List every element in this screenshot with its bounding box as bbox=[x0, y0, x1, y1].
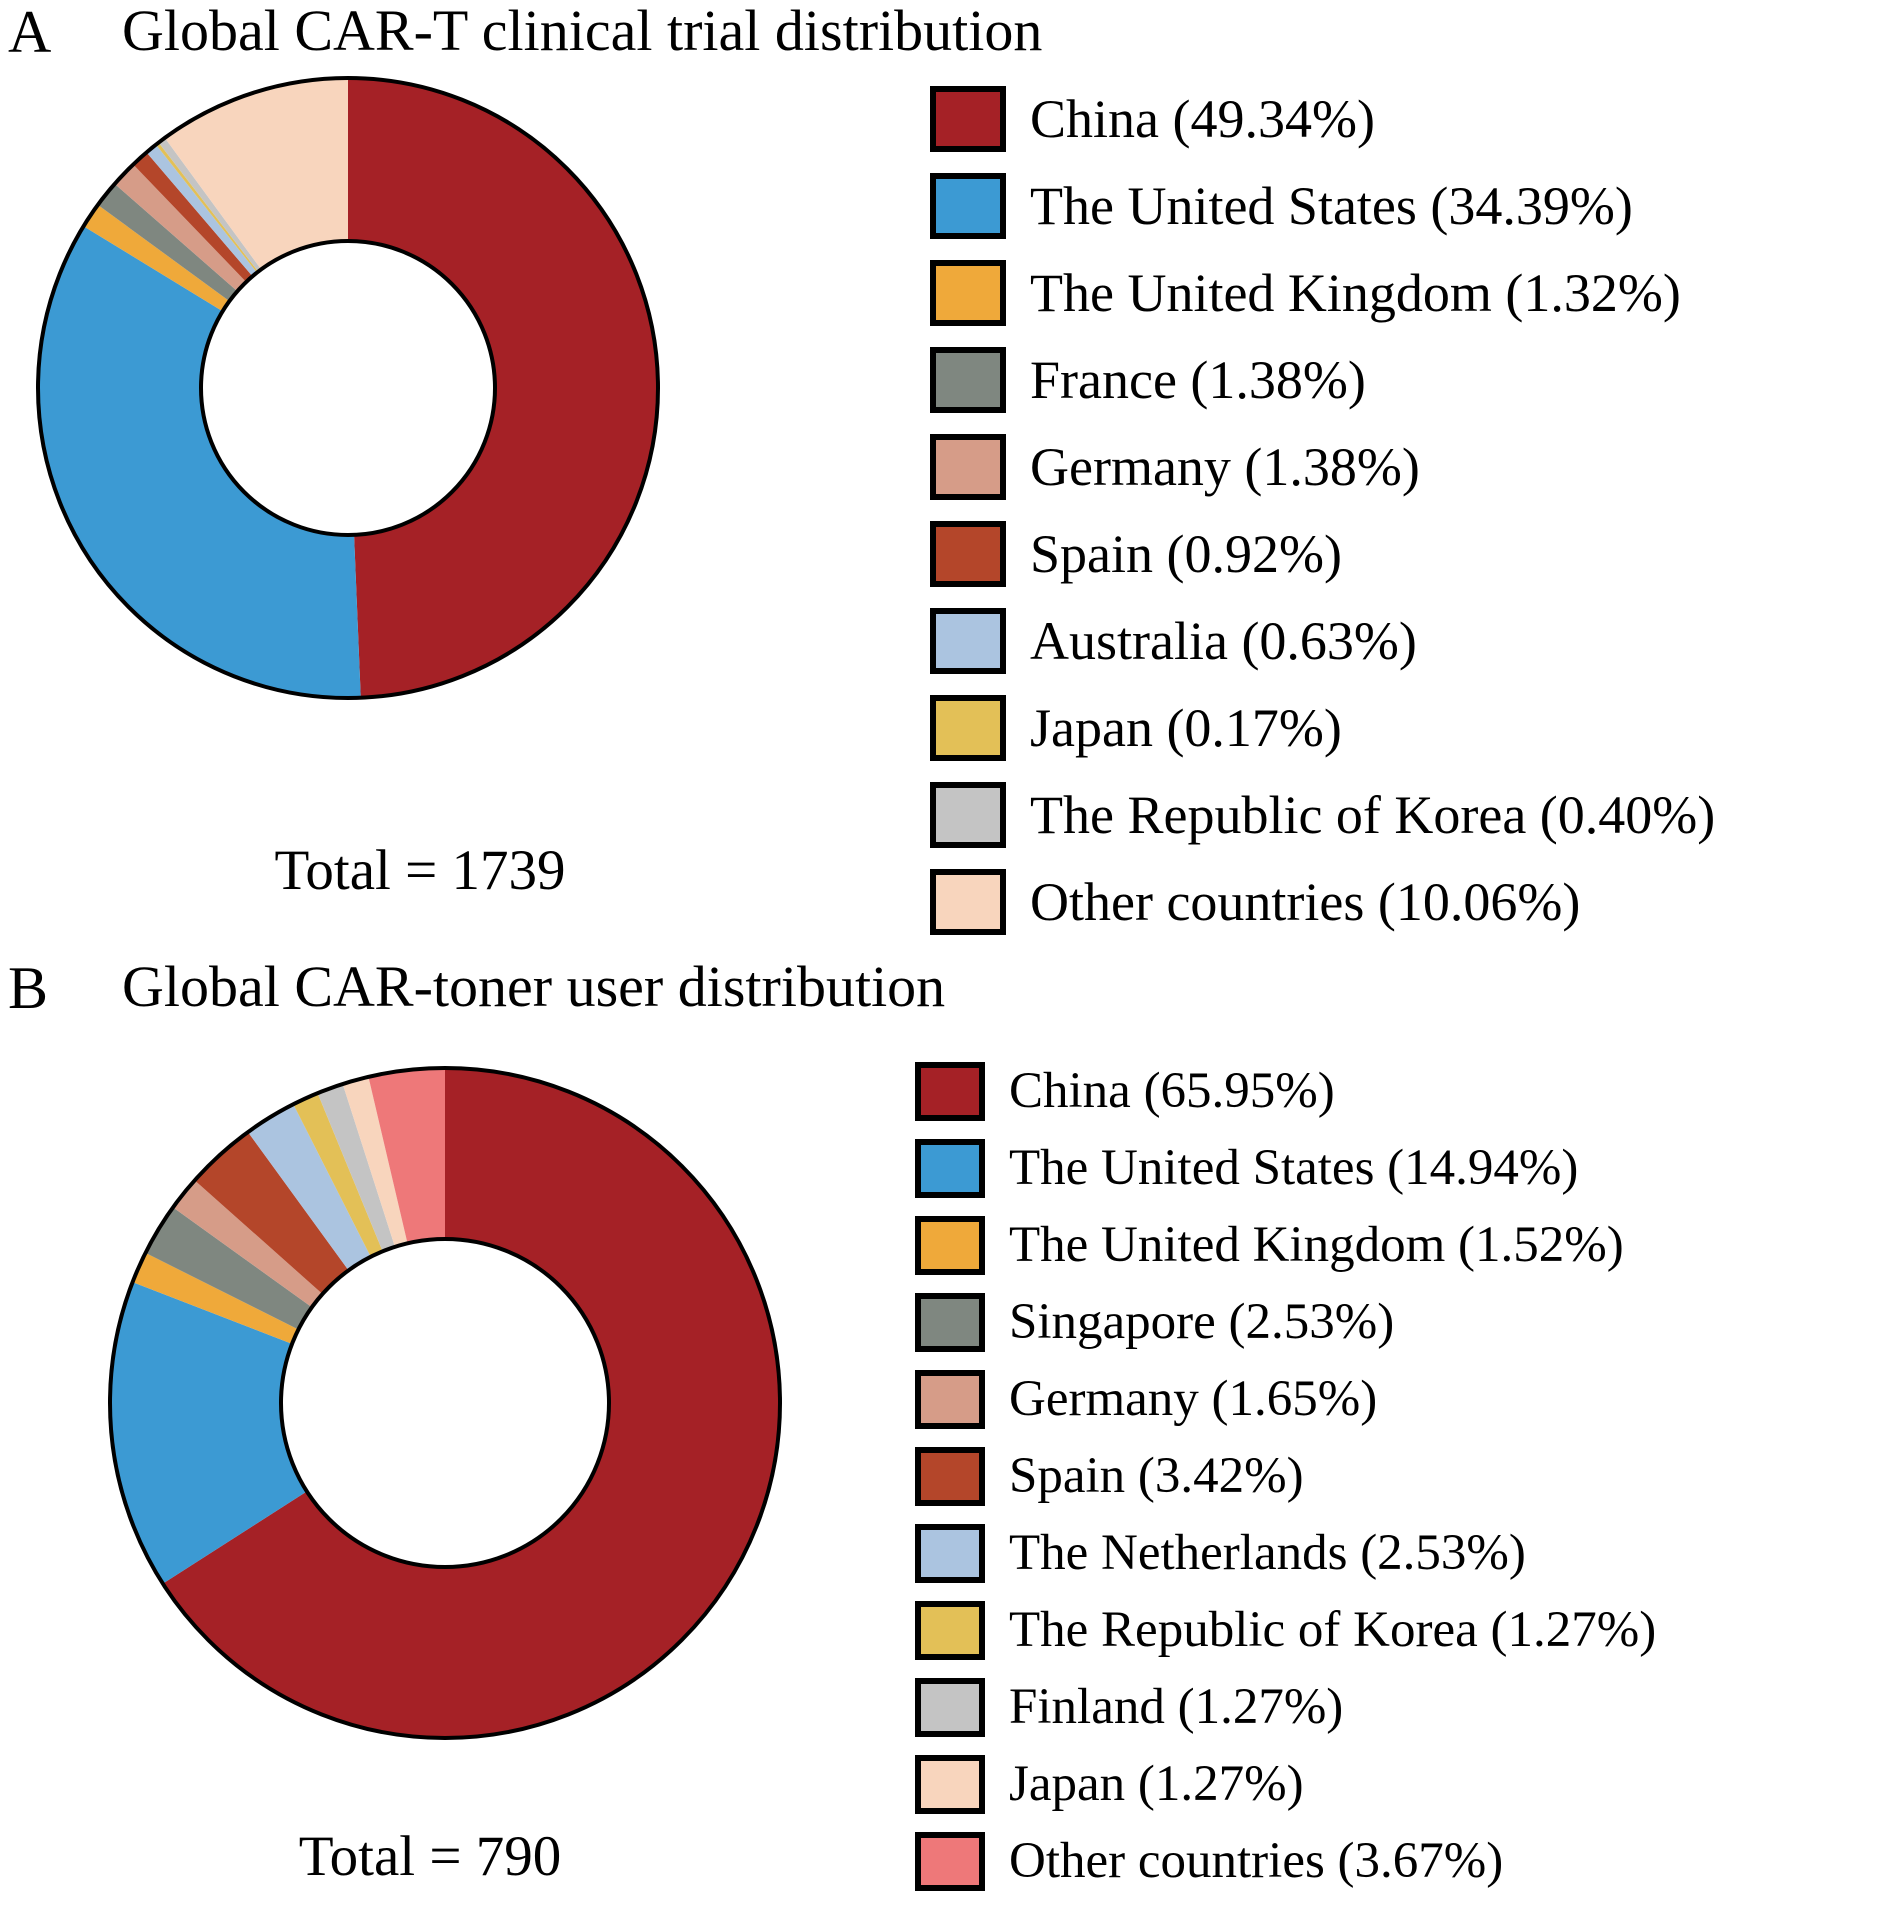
legend-label: China (65.95%) bbox=[1009, 1063, 1335, 1119]
slice-spain bbox=[133, 152, 253, 282]
slice-singapore bbox=[145, 1207, 312, 1330]
legend-swatch bbox=[915, 1139, 985, 1198]
legend-label: France (1.38%) bbox=[1030, 350, 1366, 410]
legend-item: Spain (3.42%) bbox=[915, 1447, 1656, 1506]
legend-label: Spain (0.92%) bbox=[1030, 524, 1342, 584]
panel-a-total-label: Total = 1739 bbox=[274, 839, 566, 902]
slice-other-countries bbox=[164, 78, 348, 270]
legend-item: The United States (34.39%) bbox=[930, 173, 1715, 239]
legend-label: The Netherlands (2.53%) bbox=[1009, 1525, 1526, 1581]
legend-swatch bbox=[930, 869, 1006, 935]
legend-swatch bbox=[915, 1216, 985, 1275]
slice-other-countries bbox=[368, 1068, 445, 1244]
legend-item: The Republic of Korea (0.40%) bbox=[930, 782, 1715, 848]
legend-item: The United Kingdom (1.32%) bbox=[930, 260, 1715, 326]
legend-label: Finland (1.27%) bbox=[1009, 1679, 1344, 1735]
slice-the-netherlands bbox=[247, 1104, 371, 1271]
legend-item: Japan (0.17%) bbox=[930, 695, 1715, 761]
legend-item: Finland (1.27%) bbox=[915, 1678, 1656, 1737]
legend-label: Japan (0.17%) bbox=[1030, 698, 1342, 758]
slice-the-united-states bbox=[110, 1282, 307, 1584]
legend-swatch bbox=[915, 1832, 985, 1891]
legend-swatch bbox=[915, 1062, 985, 1121]
legend-item: The Republic of Korea (1.27%) bbox=[915, 1601, 1656, 1660]
legend-item: Germany (1.65%) bbox=[915, 1370, 1656, 1429]
legend-label: The United States (34.39%) bbox=[1030, 176, 1633, 236]
legend-label: Germany (1.38%) bbox=[1030, 437, 1420, 497]
legend-label: The United Kingdom (1.32%) bbox=[1030, 263, 1681, 323]
legend-swatch bbox=[930, 608, 1006, 674]
legend-swatch bbox=[915, 1370, 985, 1429]
slice-china bbox=[348, 77, 659, 698]
legend-swatch bbox=[930, 86, 1006, 152]
legend-swatch bbox=[915, 1678, 985, 1737]
donut-outer-outline bbox=[36, 76, 660, 700]
legend-label: Germany (1.65%) bbox=[1009, 1371, 1378, 1427]
donut-inner-outline bbox=[199, 239, 497, 537]
legend-swatch bbox=[930, 782, 1006, 848]
legend-item: The United Kingdom (1.52%) bbox=[915, 1216, 1656, 1275]
legend-swatch bbox=[915, 1755, 985, 1814]
legend-swatch bbox=[915, 1601, 985, 1660]
legend-item: France (1.38%) bbox=[930, 347, 1715, 413]
donut-chart-b bbox=[108, 1066, 782, 1740]
legend-label: The Republic of Korea (0.40%) bbox=[1030, 785, 1716, 845]
legend-swatch bbox=[930, 173, 1006, 239]
legend-swatch bbox=[930, 260, 1006, 326]
slice-china bbox=[162, 1068, 781, 1738]
slice-the-republic-of-korea bbox=[158, 137, 262, 272]
legend-item: Australia (0.63%) bbox=[930, 608, 1715, 674]
legend-item: The Netherlands (2.53%) bbox=[915, 1524, 1656, 1583]
legend-item: Singapore (2.53%) bbox=[915, 1293, 1656, 1352]
legend-swatch bbox=[915, 1293, 985, 1352]
panel-a-title: Global CAR-T clinical trial distribution bbox=[122, 0, 1043, 63]
slice-the-united-states bbox=[37, 226, 361, 699]
legend-item: Other countries (10.06%) bbox=[930, 869, 1715, 935]
slice-germany bbox=[114, 164, 247, 292]
legend-label: Australia (0.63%) bbox=[1030, 611, 1417, 671]
legend-item: Japan (1.27%) bbox=[915, 1755, 1656, 1814]
legend-item: The United States (14.94%) bbox=[915, 1139, 1656, 1198]
panel-b-total-label: Total = 790 bbox=[298, 1825, 562, 1888]
legend-swatch bbox=[930, 695, 1006, 761]
legend-item: China (65.95%) bbox=[915, 1062, 1656, 1121]
slice-the-united-kingdom bbox=[83, 204, 230, 312]
legend-swatch bbox=[930, 347, 1006, 413]
donut-inner-outline bbox=[279, 1237, 611, 1569]
legend-label: China (49.34%) bbox=[1030, 89, 1375, 149]
legend-label: Other countries (10.06%) bbox=[1030, 872, 1581, 932]
legend-label: Spain (3.42%) bbox=[1009, 1448, 1304, 1504]
slice-spain bbox=[194, 1132, 349, 1294]
slice-japan bbox=[155, 142, 259, 273]
panel-b-letter: B bbox=[8, 955, 49, 1021]
legend-swatch bbox=[915, 1524, 985, 1583]
slice-the-republic-of-korea bbox=[293, 1093, 383, 1257]
slice-germany bbox=[173, 1180, 323, 1308]
slice-finland bbox=[317, 1084, 395, 1252]
slice-the-united-kingdom bbox=[132, 1252, 299, 1344]
legend-label: The United States (14.94%) bbox=[1009, 1140, 1579, 1196]
legend-swatch bbox=[930, 434, 1006, 500]
legend-item: Other countries (3.67%) bbox=[915, 1832, 1656, 1891]
legend-swatch bbox=[915, 1447, 985, 1506]
slice-france bbox=[97, 183, 238, 302]
slice-australia bbox=[146, 144, 257, 277]
panel-b-title: Global CAR-toner user distribution bbox=[122, 954, 946, 1019]
panel-a-letter: A bbox=[8, 0, 52, 65]
legend-label: Japan (1.27%) bbox=[1009, 1756, 1304, 1812]
legend-label: Other countries (3.67%) bbox=[1009, 1833, 1504, 1889]
donut-chart-a bbox=[36, 76, 660, 700]
legend-item: Spain (0.92%) bbox=[930, 521, 1715, 587]
legend-b: China (65.95%) The United States (14.94%… bbox=[915, 1062, 1656, 1909]
legend-label: The United Kingdom (1.52%) bbox=[1009, 1217, 1624, 1273]
slice-japan bbox=[342, 1076, 408, 1247]
legend-a: China (49.34%) The United States (34.39%… bbox=[930, 86, 1715, 956]
legend-label: Singapore (2.53%) bbox=[1009, 1294, 1395, 1350]
legend-label: The Republic of Korea (1.27%) bbox=[1009, 1602, 1657, 1658]
legend-swatch bbox=[930, 521, 1006, 587]
donut-outer-outline bbox=[108, 1066, 782, 1740]
legend-item: China (49.34%) bbox=[930, 86, 1715, 152]
legend-item: Germany (1.38%) bbox=[930, 434, 1715, 500]
